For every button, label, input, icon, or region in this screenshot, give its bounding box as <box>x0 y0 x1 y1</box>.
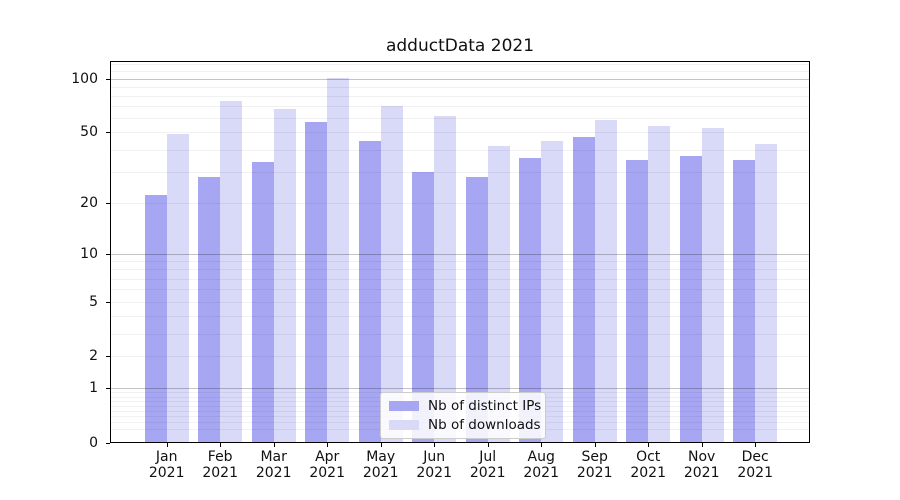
bar-ips-mar <box>251 162 274 443</box>
y-axis-tick-label: 2 <box>89 348 98 365</box>
x-tick-mark <box>380 443 382 447</box>
legend-item-distinct-ips: Nb of distinct IPs <box>389 398 541 414</box>
minor-gridline <box>110 315 810 317</box>
y-tick-mark <box>106 202 110 204</box>
bar-ips-nov <box>679 155 702 443</box>
major-gridline <box>110 253 810 255</box>
y-axis-tick-label: 0 <box>89 435 98 451</box>
minor-gridline <box>110 132 810 134</box>
major-gridline <box>110 78 810 80</box>
x-tick-mark <box>434 443 436 447</box>
x-axis-tick-label: Jan 2021 <box>148 449 185 481</box>
bar-downloads-may <box>380 106 403 443</box>
legend: Nb of distinct IPs Nb of downloads <box>380 392 546 439</box>
x-axis-tick-label: Nov 2021 <box>683 449 720 481</box>
bar-downloads-mar <box>273 108 296 443</box>
x-tick-mark <box>541 443 543 447</box>
y-axis-tick-label: 50 <box>80 124 98 141</box>
minor-gridline <box>110 202 810 204</box>
x-axis-tick-label: Jun 2021 <box>416 449 452 481</box>
x-axis-tick-label: Jul 2021 <box>469 449 506 481</box>
bar-ips-jan <box>144 195 167 443</box>
bar-ips-aug <box>519 157 542 443</box>
minor-gridline <box>110 149 810 151</box>
bar-downloads-nov <box>701 127 724 443</box>
x-tick-mark <box>487 443 489 447</box>
y-tick-mark <box>106 443 110 444</box>
y-tick-mark <box>106 301 110 303</box>
minor-gridline <box>110 333 810 335</box>
bar-ips-oct <box>626 159 649 443</box>
x-axis-tick-label: Feb 2021 <box>202 449 238 481</box>
x-tick-mark <box>166 443 168 447</box>
y-tick-mark <box>106 132 110 134</box>
y-axis-tick-label: 5 <box>89 293 98 310</box>
bar-downloads-feb <box>220 100 243 443</box>
x-tick-mark <box>327 443 329 447</box>
bar-downloads-jun <box>434 115 457 443</box>
x-tick-mark <box>755 443 757 447</box>
bar-downloads-oct <box>648 126 671 443</box>
legend-item-downloads: Nb of downloads <box>389 417 541 433</box>
x-tick-mark <box>273 443 275 447</box>
y-tick-mark <box>106 388 110 390</box>
bar-downloads-jul <box>487 145 510 443</box>
bar-ips-sep <box>572 137 595 443</box>
y-axis-tick-label: 10 <box>80 245 98 262</box>
bar-downloads-aug <box>541 140 564 443</box>
bar-downloads-dec <box>755 144 778 443</box>
minor-gridline <box>110 106 810 108</box>
bar-ips-jul <box>465 177 488 443</box>
x-axis-tick-label: Apr 2021 <box>309 449 345 481</box>
bar-ips-may <box>358 140 381 443</box>
x-axis-tick-label: Aug 2021 <box>523 449 559 481</box>
y-tick-mark <box>106 356 110 358</box>
y-axis-tick-label: 100 <box>71 70 98 87</box>
bar-ips-apr <box>305 122 328 443</box>
bar-downloads-apr <box>327 78 350 443</box>
major-gridline <box>110 388 810 390</box>
minor-gridline <box>110 356 810 358</box>
x-tick-mark <box>220 443 222 447</box>
legend-label-distinct-ips: Nb of distinct IPs <box>428 398 542 414</box>
bar-downloads-sep <box>594 119 617 443</box>
y-axis-tick-label: 1 <box>89 380 98 397</box>
minor-gridline <box>110 64 810 66</box>
bar-ips-dec <box>733 159 756 443</box>
y-tick-mark <box>106 253 110 255</box>
x-tick-mark <box>594 443 596 447</box>
minor-gridline <box>110 171 810 173</box>
minor-gridline <box>110 261 810 263</box>
x-axis-tick-label: May 2021 <box>362 449 399 481</box>
bar-ips-feb <box>198 177 221 443</box>
minor-gridline <box>110 118 810 120</box>
minor-gridline <box>110 269 810 271</box>
chart-title: adductData 2021 <box>385 36 535 56</box>
minor-gridline <box>110 289 810 291</box>
x-axis-tick-label: Oct 2021 <box>630 449 666 481</box>
minor-gridline <box>110 71 810 72</box>
minor-gridline <box>110 86 810 88</box>
bar-downloads-jan <box>166 134 189 443</box>
legend-swatch-downloads <box>389 420 419 430</box>
x-axis-tick-label: Sep 2021 <box>576 449 613 481</box>
x-axis-tick-label: Mar 2021 <box>255 449 292 481</box>
legend-label-downloads: Nb of downloads <box>428 417 541 433</box>
y-tick-mark <box>106 78 110 80</box>
y-axis-tick-label: 20 <box>80 194 98 211</box>
legend-swatch-distinct-ips <box>389 401 419 411</box>
minor-gridline <box>110 95 810 97</box>
x-tick-mark <box>701 443 703 447</box>
x-tick-mark <box>648 443 650 447</box>
minor-gridline <box>110 301 810 303</box>
plot-area <box>110 61 810 443</box>
x-axis-tick-label: Dec 2021 <box>737 449 773 481</box>
minor-gridline <box>110 278 810 280</box>
bar-ips-jun <box>412 171 435 443</box>
